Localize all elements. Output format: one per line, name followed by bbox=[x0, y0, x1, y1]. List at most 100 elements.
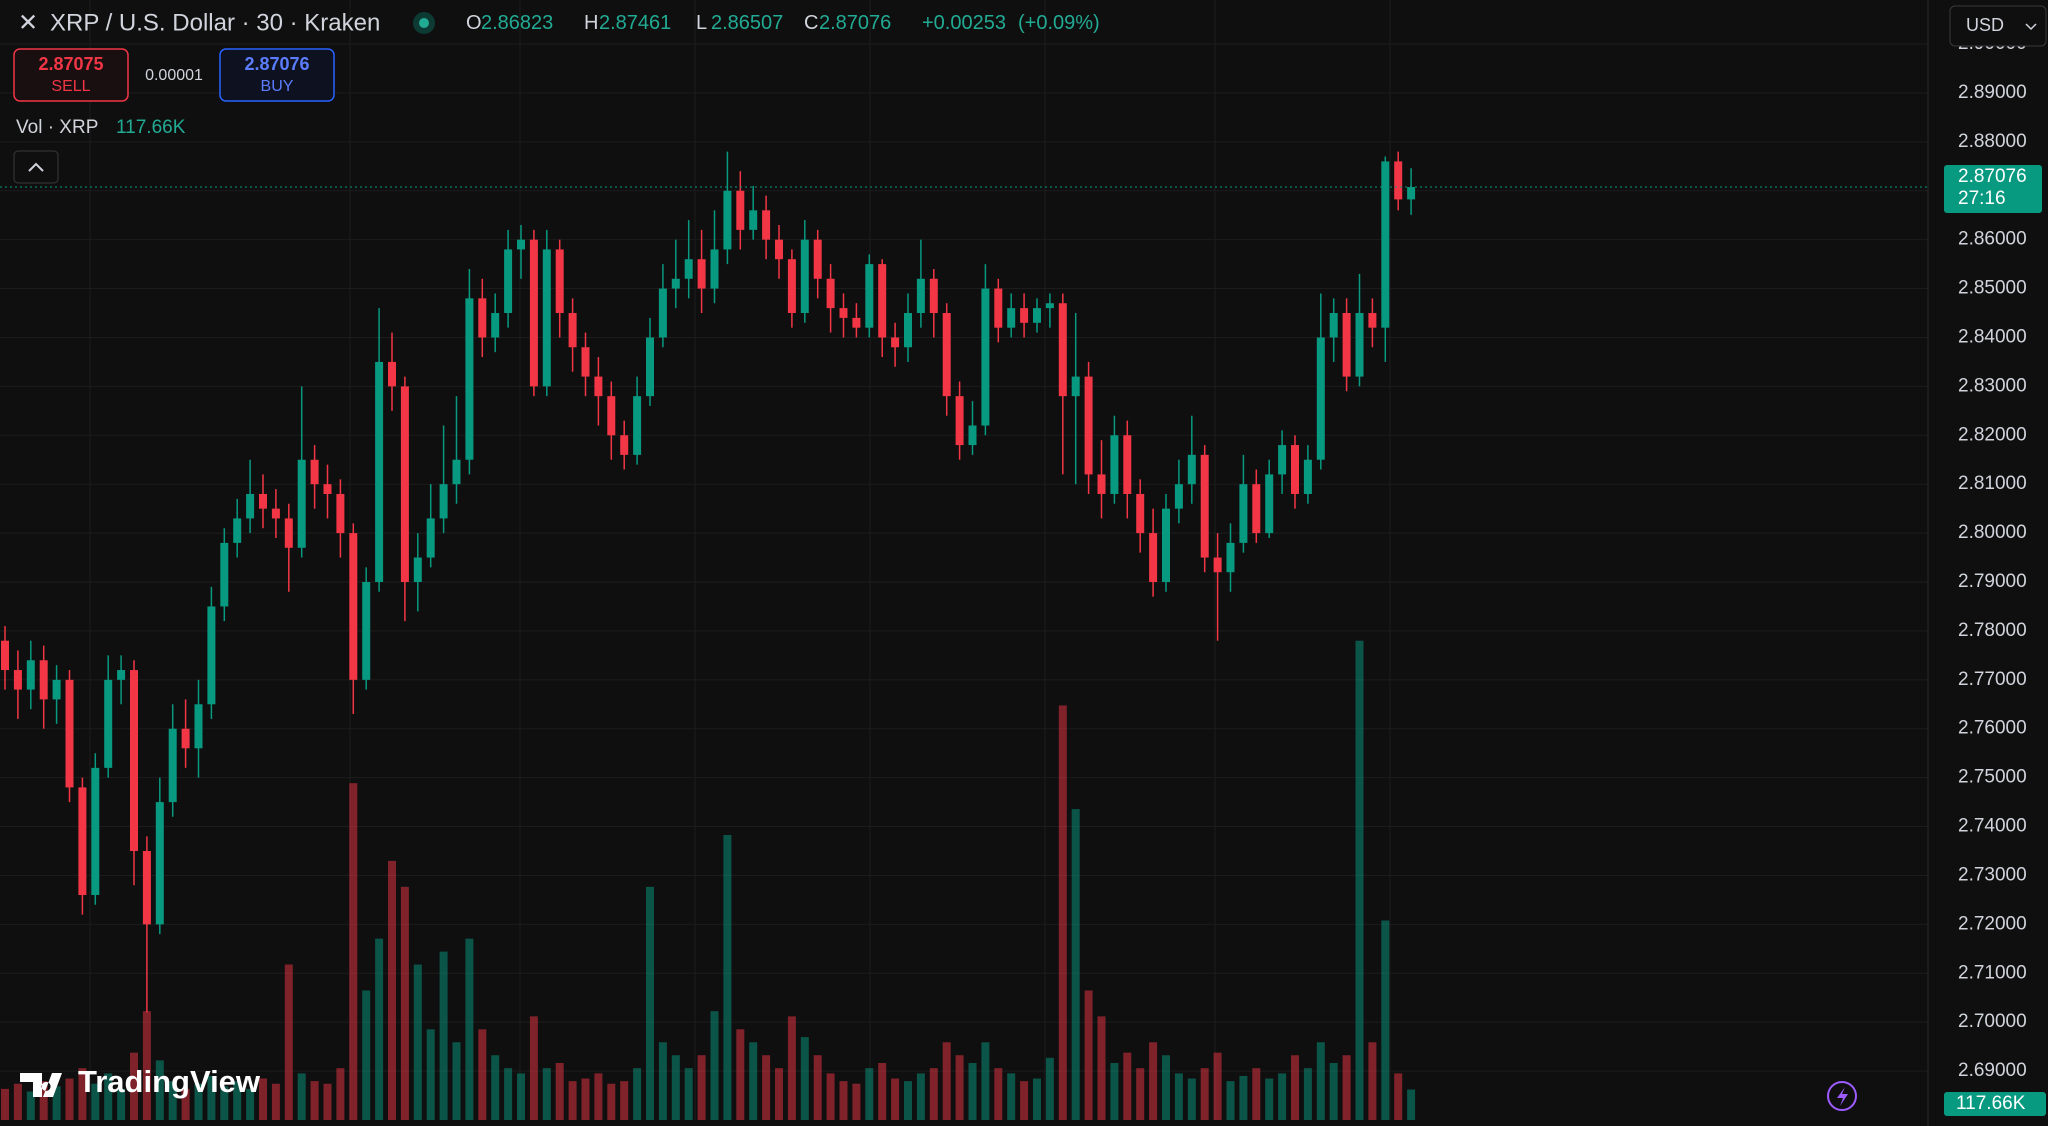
candle-body bbox=[839, 308, 848, 318]
dropdown-icon bbox=[2025, 23, 2037, 31]
volume-bar bbox=[284, 964, 293, 1120]
candle-body bbox=[491, 313, 500, 338]
currency-select[interactable] bbox=[1949, 5, 2047, 47]
candle-body bbox=[891, 337, 900, 348]
change-pct: (+0.09%) bbox=[1018, 12, 1100, 34]
candle-body bbox=[91, 767, 100, 896]
candle-body bbox=[130, 670, 138, 852]
trade-buttons: 2.87075 SELL 0.00001 2.87076 BUY bbox=[13, 48, 335, 102]
spread: 0.00001 bbox=[145, 67, 203, 84]
volume-bar bbox=[1355, 640, 1364, 1120]
volume-bar bbox=[1394, 1073, 1403, 1120]
volume-bar bbox=[1265, 1078, 1274, 1120]
candle-body bbox=[1020, 308, 1029, 323]
volume-bar bbox=[1342, 1055, 1351, 1120]
y-tick-label: 2.82000 bbox=[1958, 424, 2027, 445]
volume-bar bbox=[1303, 1068, 1312, 1120]
volume-bar bbox=[310, 1081, 319, 1120]
candle-body bbox=[529, 239, 538, 387]
candle-body bbox=[1239, 484, 1248, 543]
candle-body bbox=[775, 239, 783, 260]
candle-body bbox=[323, 484, 332, 494]
volume-bar bbox=[39, 1081, 48, 1120]
volume-bar bbox=[723, 835, 732, 1120]
candle-body bbox=[852, 317, 861, 328]
logo-text: TradingView bbox=[78, 1064, 261, 1099]
volume-bar bbox=[1058, 705, 1067, 1120]
sell-button[interactable] bbox=[13, 48, 129, 102]
volume-bar bbox=[130, 1052, 138, 1120]
volume-bar bbox=[929, 1068, 938, 1120]
volume-bar bbox=[181, 1088, 190, 1120]
candle-body bbox=[78, 787, 87, 896]
candle-body bbox=[362, 582, 371, 680]
volume-bar bbox=[1, 1088, 9, 1120]
volume-bar bbox=[104, 1073, 113, 1120]
close-icon[interactable]: ✕ bbox=[18, 9, 38, 36]
volume-bar bbox=[504, 1068, 513, 1120]
ohlc-label: O bbox=[466, 12, 482, 34]
candle-body bbox=[658, 288, 667, 338]
volume-bar bbox=[658, 1042, 667, 1120]
candle-body bbox=[1291, 445, 1299, 494]
symbol: XRP / U.S. Dollar · 30 · Kraken bbox=[50, 9, 380, 36]
candle-body bbox=[1174, 484, 1183, 509]
candle-body bbox=[942, 313, 951, 397]
y-tick-label: 2.88000 bbox=[1958, 131, 2027, 152]
volume-bar bbox=[1407, 1089, 1416, 1120]
candle-body bbox=[155, 802, 164, 925]
volume-bar bbox=[142, 1011, 151, 1120]
candle-body bbox=[168, 728, 177, 803]
candle-body bbox=[671, 278, 680, 289]
candle-body bbox=[684, 259, 693, 279]
candle-body bbox=[259, 493, 267, 509]
volume-bar bbox=[259, 1078, 267, 1120]
candle-body bbox=[813, 239, 822, 279]
header: ✕ XRP / U.S. Dollar · 30 · Kraken O2.868… bbox=[18, 9, 1100, 36]
candle-body bbox=[181, 728, 190, 749]
candle-body bbox=[517, 239, 525, 250]
y-tick-label: 2.73000 bbox=[1958, 864, 2027, 885]
candle-body bbox=[194, 704, 203, 749]
volume-bar bbox=[1033, 1078, 1041, 1120]
volume-bar bbox=[594, 1073, 603, 1120]
ohlc-label: H bbox=[584, 12, 598, 34]
volume-bar bbox=[452, 1042, 461, 1120]
candle-body bbox=[465, 298, 474, 460]
ohlc-value: 2.86507 bbox=[711, 12, 783, 34]
volume-bar bbox=[478, 1029, 487, 1120]
candle-body bbox=[607, 396, 616, 436]
y-tick-label: 2.71000 bbox=[1958, 962, 2027, 983]
y-tick-label: 2.74000 bbox=[1958, 816, 2027, 837]
sell-price: 2.87075 bbox=[38, 54, 103, 74]
grid bbox=[0, 43, 1928, 1072]
volume-bar bbox=[439, 951, 448, 1120]
candle-body bbox=[310, 459, 319, 485]
candle-body bbox=[981, 288, 990, 426]
volume-bar bbox=[297, 1073, 306, 1120]
candle-body bbox=[336, 493, 345, 534]
candle-body bbox=[220, 542, 229, 607]
volume-bar bbox=[1226, 1081, 1235, 1120]
volume-bar bbox=[26, 1091, 35, 1120]
candle-body bbox=[65, 679, 74, 788]
volume-bar bbox=[168, 1081, 177, 1120]
candle-body bbox=[117, 670, 126, 680]
volume-bar bbox=[400, 886, 409, 1120]
candle-body bbox=[710, 249, 719, 289]
lightning-button[interactable] bbox=[1827, 1081, 1857, 1111]
volume-bar bbox=[710, 1011, 719, 1120]
collapse-button[interactable] bbox=[13, 150, 59, 184]
lightning-icon bbox=[1837, 1087, 1848, 1106]
candle-body bbox=[1033, 308, 1041, 323]
last-price-label: 2.87076 bbox=[1958, 166, 2027, 187]
buy-button[interactable] bbox=[219, 48, 335, 102]
volume-bar bbox=[1368, 1042, 1377, 1120]
candle-body bbox=[620, 435, 629, 455]
candle-body bbox=[865, 264, 874, 328]
candle-body bbox=[723, 190, 732, 250]
candle-body bbox=[1329, 313, 1338, 338]
collapse-icon bbox=[28, 162, 44, 172]
